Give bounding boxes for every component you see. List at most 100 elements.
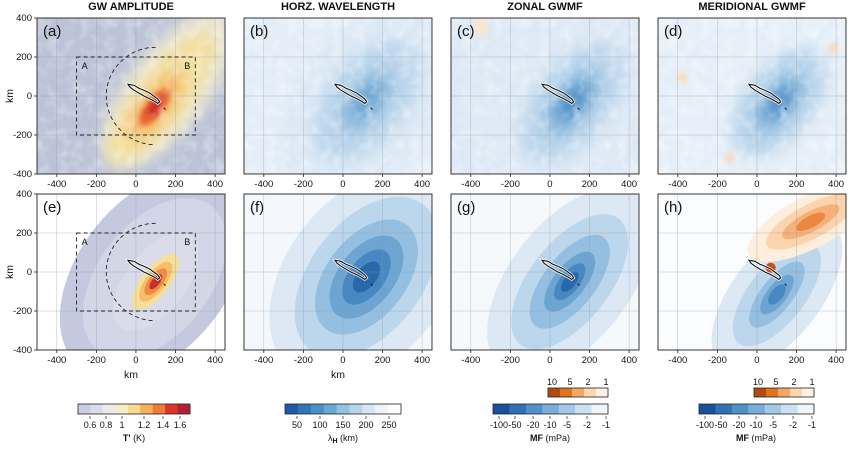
colorbar-mf-zonal-positive: 10 5 2 1 [547, 377, 609, 398]
colorbar-mf-meridional-negative: -100 -50 -20 -10 -5 -2 -1 MF (mPa) [696, 403, 816, 443]
colorbar-swatch [748, 404, 766, 414]
x-tick-label: 200 [375, 355, 391, 366]
colorbar-tick-label: -1 [808, 420, 816, 430]
column-title: ZONAL GWMF [507, 1, 583, 13]
domain-box-label: A [82, 237, 88, 247]
colorbar-title-main: T' [123, 433, 131, 443]
panel-frame [450, 193, 640, 351]
x-tick-label: 400 [414, 179, 430, 190]
field-contour [796, 212, 826, 231]
x-tick-label: 400 [207, 355, 223, 366]
y-tick-label: 0 [27, 91, 32, 102]
colorbar-swatch [297, 404, 312, 414]
y-axis-label: km [4, 89, 16, 103]
colorbar-swatch [90, 404, 104, 414]
x-tick-label: 400 [414, 355, 430, 366]
islet [784, 283, 787, 286]
colorbar-swatch [754, 388, 767, 397]
y-tick-label: -400 [13, 345, 32, 356]
colorbar-tick-label: -20 [526, 420, 539, 430]
island-outline [747, 259, 782, 281]
y-tick-label: 200 [16, 52, 32, 63]
panel: (g) -400 -200 0 200 400 [450, 193, 640, 366]
panel-label: (h) [664, 199, 682, 216]
colorbar-tick-label: 5 [567, 377, 572, 387]
x-tick-label: -200 [87, 179, 106, 190]
x-tick-label: 400 [828, 355, 844, 366]
colorbar-tick-label: 5 [773, 377, 778, 387]
x-tick-label: -200 [87, 355, 106, 366]
colorbar-swatch [152, 404, 166, 414]
colorbar-swatch [715, 404, 733, 414]
colorbar-swatch [764, 404, 782, 414]
x-tick-label: 200 [582, 355, 598, 366]
colorbar-tick-label: -1 [602, 420, 610, 430]
domain-box-label: B [184, 61, 190, 71]
x-axis-label: km [124, 369, 138, 381]
x-tick-label: -400 [47, 355, 66, 366]
colorbar-mf-zonal-negative: -100 -50 -20 -10 -5 -2 -1 MF (mPa) [490, 403, 610, 443]
islet [577, 107, 580, 110]
colorbar-swatch [310, 404, 325, 414]
colorbar-swatch [362, 404, 376, 414]
colorbar-swatch [575, 404, 593, 414]
colorbar-title-main: λ [328, 433, 333, 443]
x-tick-label: 200 [582, 179, 598, 190]
colorbar-tick-label: -50 [508, 420, 521, 430]
colorbars-layer: 0.6 0.8 1 1.2 1.4 1.6 T' (K) 50 100 150 200 250 λH (… [77, 377, 816, 445]
colorbar-tick-label: 1.6 [174, 420, 187, 430]
panel: (d) -400 -200 0 200 400 [657, 17, 847, 190]
field [451, 18, 639, 174]
colorbar-swatch [165, 404, 179, 414]
island-outline [126, 83, 161, 105]
field [451, 194, 639, 350]
field [244, 194, 432, 350]
colorbar-tick-label: 2 [791, 377, 796, 387]
colorbar-tick-label: 10 [547, 377, 557, 387]
arc-boundary [105, 46, 156, 146]
island-outline [747, 83, 782, 105]
column-title: GW AMPLITUDE [88, 1, 174, 13]
colorbar-frame [284, 403, 402, 415]
colorbar-swatch [542, 404, 560, 414]
x-tick-label: -400 [461, 355, 480, 366]
colorbar-swatch [323, 404, 338, 414]
colorbar-swatch [78, 404, 91, 414]
panel: A B (e) -400 -200 0 200 400 400 200 0 -200 -400 km [13, 189, 226, 381]
x-tick-label: -400 [668, 179, 687, 190]
domain-box-label: B [184, 237, 190, 247]
colorbar-frame [492, 403, 609, 415]
x-tick-label: -400 [254, 355, 273, 366]
colorbar-frame [753, 387, 815, 398]
y-tick-label: -200 [13, 130, 32, 141]
x-tick-label: -400 [461, 179, 480, 190]
colorbar-tick-label: 200 [358, 420, 373, 430]
x-tick-label: -400 [668, 355, 687, 366]
x-tick-label: 400 [621, 179, 637, 190]
islet [370, 283, 373, 286]
panel-frame [657, 17, 847, 175]
colorbar-swatch [790, 388, 803, 397]
panel: A B (a) -400 -200 0 200 400 400 200 0 -200 -400 [13, 13, 226, 190]
x-tick-label: -400 [254, 179, 273, 190]
x-tick-label: 0 [133, 179, 138, 190]
colorbar-tick-label: 50 [292, 420, 302, 430]
colorbar-tick-label: 100 [312, 420, 327, 430]
x-tick-label: 200 [789, 355, 805, 366]
column-title: MERIDIONAL GWMF [698, 1, 806, 13]
x-tick-label: -200 [708, 179, 727, 190]
panels-layer: GW AMPLITUDE HORZ. WAVELENGTH ZONAL GWMF ME… [4, 1, 847, 381]
colorbar-swatch [584, 388, 597, 397]
arc-boundary [105, 222, 156, 322]
colorbar-swatch [115, 404, 129, 414]
islet [577, 283, 580, 286]
x-tick-label: -200 [708, 355, 727, 366]
colorbar-swatch [177, 404, 191, 414]
islet [370, 107, 373, 110]
colorbar-tick-label: 2 [585, 377, 590, 387]
colorbar-swatch [349, 404, 363, 414]
panel: (f) -400 -200 0 200 400 km [243, 193, 433, 381]
colorbar-swatch [285, 404, 299, 414]
x-tick-label: -200 [501, 179, 520, 190]
